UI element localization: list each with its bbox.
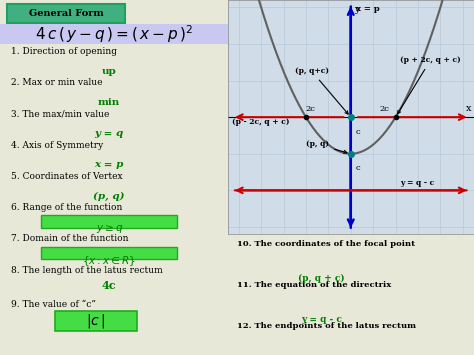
Text: 10. The coordinates of the focal point: 10. The coordinates of the focal point [237,240,416,248]
Text: $y \geq q$: $y \geq q$ [96,223,123,235]
Text: 8. The length of the latus rectum: 8. The length of the latus rectum [11,266,163,274]
FancyBboxPatch shape [0,24,228,44]
Text: 12. The endpoints of the latus rectum: 12. The endpoints of the latus rectum [237,322,417,331]
Text: 11. The equation of the directrix: 11. The equation of the directrix [237,282,392,289]
Text: 3. The max/min value: 3. The max/min value [11,109,110,118]
Text: (p, q): (p, q) [306,141,347,153]
FancyBboxPatch shape [41,215,177,228]
Text: 7. Domain of the function: 7. Domain of the function [11,234,129,243]
Text: (p - 2c, q + c): (p - 2c, q + c) [232,119,290,126]
Text: 2c: 2c [305,105,315,113]
Text: 4c: 4c [102,280,117,291]
Text: General Form: General Form [28,9,103,18]
Text: x = p: x = p [356,5,380,13]
Text: 4. Axis of Symmetry: 4. Axis of Symmetry [11,141,104,149]
Text: $4\,c\,(\,y - q\,) = (\,x - p\,)^{2}$: $4\,c\,(\,y - q\,) = (\,x - p\,)^{2}$ [35,23,193,45]
Text: (p + 2c, q + c): (p + 2c, q + c) [398,56,461,114]
Text: 2c: 2c [379,105,389,113]
Text: 2. Max or min value: 2. Max or min value [11,78,103,87]
Text: y = q: y = q [95,129,124,138]
FancyBboxPatch shape [41,247,177,259]
Text: c: c [355,128,360,136]
Text: 5. Coordinates of Vertex: 5. Coordinates of Vertex [11,172,123,181]
FancyBboxPatch shape [7,4,125,23]
Text: (p, q+c): (p, q+c) [295,67,348,114]
Text: 6. Range of the function: 6. Range of the function [11,203,123,212]
Text: min: min [98,98,120,107]
Text: (p, q + c): (p, q + c) [298,274,345,283]
Text: x = p: x = p [94,160,124,169]
FancyBboxPatch shape [55,311,137,331]
Text: x: x [466,104,472,114]
Text: y = q - c: y = q - c [400,179,434,187]
Text: $\{x : x \in R\}$: $\{x : x \in R\}$ [82,254,136,268]
Text: 9. The value of “c”: 9. The value of “c” [11,300,96,309]
Text: c: c [355,164,360,172]
Text: $|c\,|$: $|c\,|$ [86,312,105,329]
Text: y: y [354,5,360,15]
Text: (p, q): (p, q) [93,192,125,201]
Text: up: up [102,67,117,76]
Text: y = q - c: y = q - c [301,315,342,324]
Text: 1. Direction of opening: 1. Direction of opening [11,47,118,56]
